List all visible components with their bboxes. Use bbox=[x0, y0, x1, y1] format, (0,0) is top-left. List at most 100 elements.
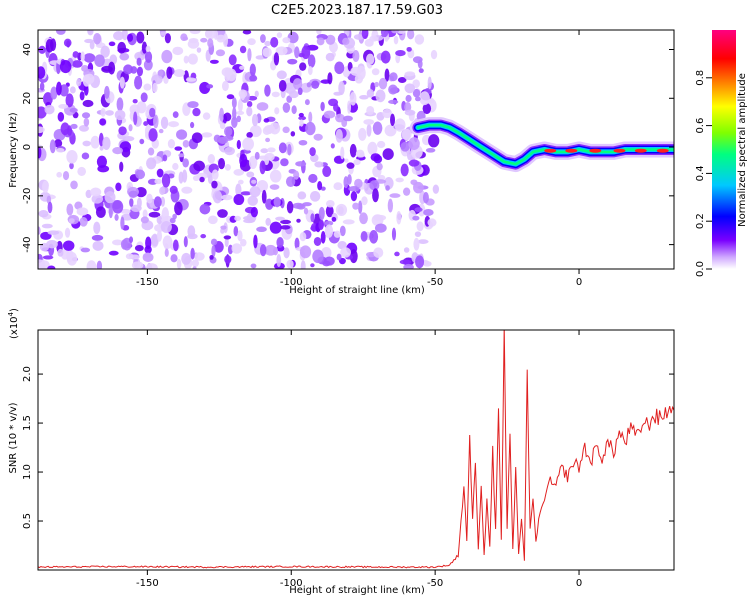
noise-blob bbox=[223, 112, 232, 122]
noise-blob bbox=[174, 201, 183, 216]
noise-blob bbox=[104, 85, 110, 99]
noise-blob bbox=[261, 189, 267, 204]
noise-blob bbox=[176, 129, 188, 140]
noise-blob bbox=[405, 94, 412, 103]
noise-blob bbox=[370, 153, 381, 162]
noise-blob bbox=[340, 247, 351, 258]
noise-blob bbox=[263, 157, 270, 166]
snr-y-axis: 0.5 1.0 1.5 2.0 bbox=[22, 366, 674, 529]
noise-blob bbox=[164, 33, 171, 44]
noise-blob bbox=[172, 46, 184, 56]
snr-x-tick-label: -150 bbox=[136, 578, 159, 589]
noise-blob bbox=[221, 80, 229, 92]
noise-blob bbox=[49, 139, 56, 154]
noise-blob bbox=[148, 211, 161, 218]
noise-blob bbox=[167, 139, 176, 149]
noise-blob bbox=[182, 169, 188, 183]
noise-blob bbox=[249, 75, 258, 82]
noise-blob bbox=[316, 37, 325, 46]
noise-blob bbox=[343, 115, 353, 122]
snr-x-tick-label: -100 bbox=[280, 578, 303, 589]
noise-blob bbox=[118, 126, 127, 136]
noise-blob bbox=[248, 155, 258, 170]
noise-blob bbox=[66, 251, 78, 266]
noise-blob bbox=[403, 263, 414, 269]
noise-blob bbox=[57, 111, 65, 122]
noise-blob bbox=[209, 255, 214, 260]
noise-blob bbox=[344, 158, 349, 163]
noise-blob bbox=[129, 254, 141, 260]
noise-blob bbox=[93, 32, 102, 45]
spectrogram-y-label: Frequency (Hz) bbox=[8, 112, 19, 188]
noise-blob bbox=[312, 249, 324, 264]
noise-blob bbox=[298, 112, 304, 118]
noise-blob bbox=[63, 38, 72, 47]
noise-blob bbox=[384, 124, 397, 137]
noise-blob bbox=[333, 230, 341, 238]
noise-blob bbox=[96, 260, 103, 269]
noise-blob bbox=[82, 140, 91, 147]
noise-blob bbox=[404, 71, 416, 77]
noise-blob bbox=[65, 93, 74, 108]
noise-blob bbox=[396, 30, 406, 34]
noise-blob bbox=[278, 142, 287, 154]
noise-blob bbox=[372, 121, 383, 135]
noise-blob bbox=[390, 113, 396, 127]
noise-blob bbox=[373, 214, 383, 221]
noise-blob bbox=[158, 128, 164, 134]
noise-blob bbox=[139, 138, 145, 145]
noise-blob bbox=[384, 68, 390, 82]
noise-blob bbox=[264, 40, 271, 47]
noise-blob bbox=[83, 83, 89, 96]
noise-blob bbox=[302, 202, 312, 207]
noise-blob bbox=[145, 263, 158, 269]
noise-blob bbox=[249, 125, 262, 138]
noise-blob bbox=[69, 162, 74, 170]
noise-blob bbox=[140, 216, 149, 224]
noise-blob bbox=[83, 53, 96, 63]
noise-blob bbox=[308, 66, 313, 76]
noise-blob bbox=[356, 65, 366, 80]
colorbar-ticks: 0.0 0.2 0.4 0.6 0.8 bbox=[695, 70, 712, 277]
noise-blob bbox=[94, 54, 105, 67]
noise-blob bbox=[160, 116, 169, 129]
noise-blob bbox=[400, 141, 410, 152]
noise-blob bbox=[173, 239, 179, 252]
noise-blob bbox=[372, 188, 379, 203]
noise-blob bbox=[57, 248, 64, 257]
noise-blob bbox=[342, 37, 350, 46]
noise-blob bbox=[58, 103, 69, 109]
noise-blob bbox=[192, 107, 201, 117]
noise-blob bbox=[298, 139, 308, 146]
noise-blob bbox=[188, 37, 199, 44]
noise-blob bbox=[50, 86, 58, 100]
noise-blob bbox=[100, 107, 106, 117]
spectrogram-x-tick-label: 0 bbox=[576, 277, 582, 288]
colorbar-tick-label: 0.8 bbox=[695, 70, 706, 86]
noise-blob bbox=[47, 201, 53, 214]
noise-blob bbox=[108, 41, 116, 47]
noise-blob bbox=[282, 37, 291, 44]
noise-blob bbox=[249, 63, 256, 77]
noise-blob bbox=[417, 59, 423, 69]
noise-blob bbox=[121, 30, 128, 41]
noise-blob bbox=[81, 152, 90, 160]
snr-multiplier-exp: 4 bbox=[7, 311, 15, 316]
noise-blob bbox=[194, 252, 205, 261]
noise-blob bbox=[120, 208, 131, 214]
noise-blob bbox=[320, 231, 326, 244]
noise-blob bbox=[42, 180, 49, 193]
noise-blob bbox=[142, 252, 154, 262]
noise-blob bbox=[397, 77, 407, 84]
noise-blob bbox=[265, 137, 271, 143]
spectrogram-y-tick-label: -40 bbox=[22, 236, 33, 252]
noise-blob bbox=[62, 240, 75, 251]
noise-blob bbox=[56, 81, 62, 96]
noise-blob bbox=[74, 201, 83, 210]
noise-blob bbox=[269, 169, 282, 183]
noise-blob bbox=[236, 110, 245, 115]
noise-blob bbox=[156, 215, 163, 225]
noise-blob bbox=[349, 92, 357, 106]
noise-blob bbox=[79, 91, 85, 101]
